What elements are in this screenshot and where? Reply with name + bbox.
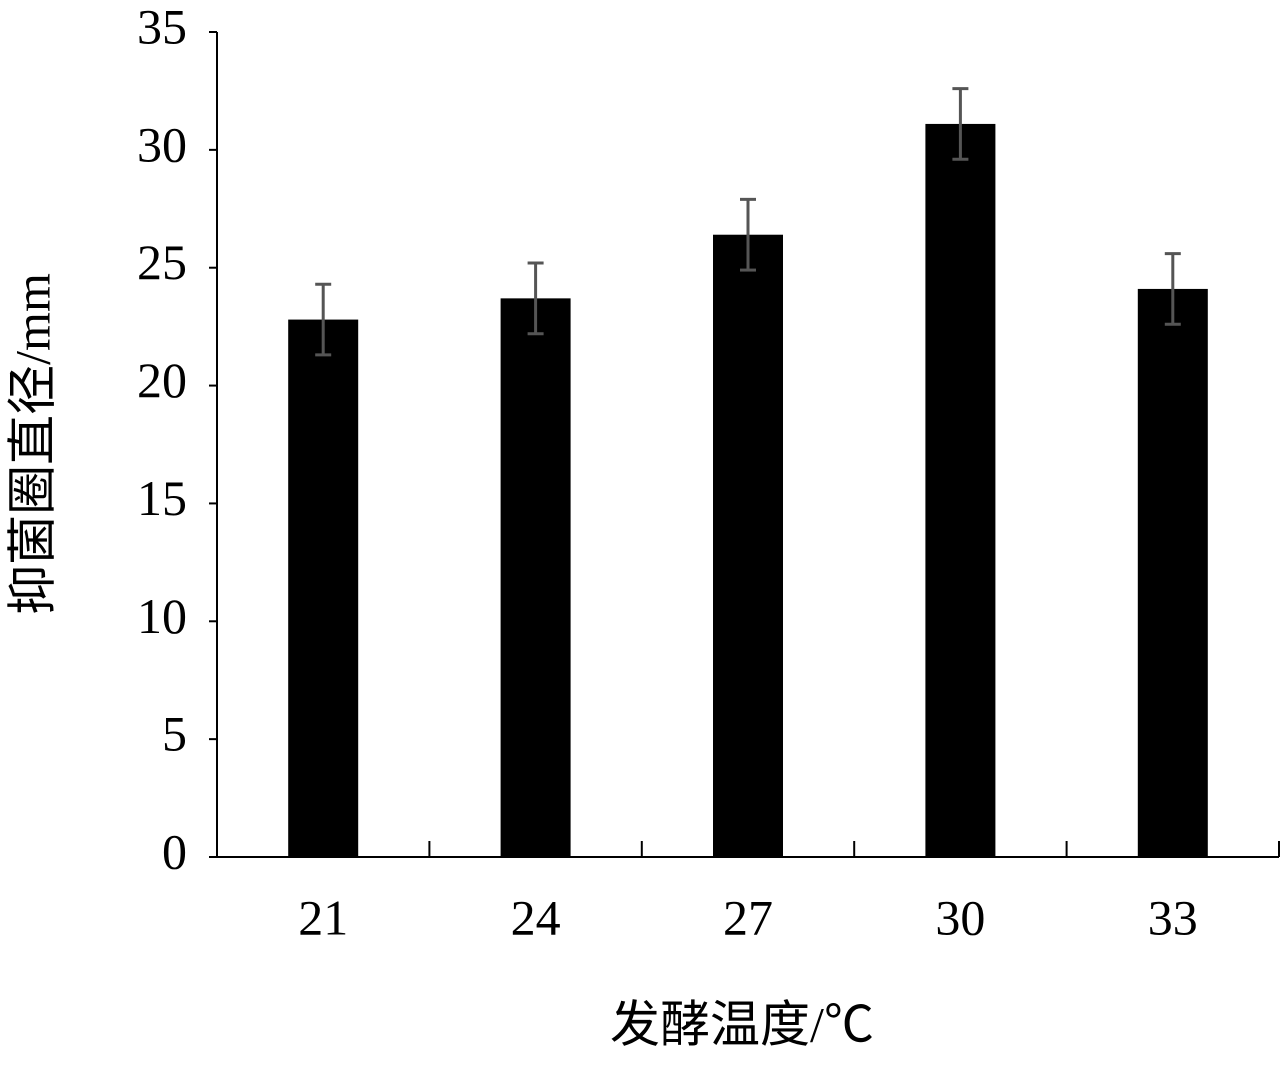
y-tick-label: 35 xyxy=(137,0,187,54)
x-tick-label: 30 xyxy=(935,889,985,945)
bar xyxy=(925,123,996,857)
y-tick-label: 25 xyxy=(137,234,187,290)
bar xyxy=(288,319,359,858)
y-axis-title: 抑菌圈直径/mm xyxy=(4,273,60,615)
bar xyxy=(713,234,783,857)
y-tick-label: 5 xyxy=(162,706,187,762)
x-tick-label: 21 xyxy=(298,889,348,945)
y-tick-label: 15 xyxy=(137,470,187,526)
error-bar xyxy=(315,282,332,357)
bar xyxy=(1137,288,1208,857)
x-tick-label: 27 xyxy=(723,889,773,945)
bar xyxy=(500,298,571,857)
y-tick-label: 30 xyxy=(137,116,187,172)
error-bar xyxy=(527,261,544,336)
x-axis-title: 发酵温度/℃ xyxy=(610,996,874,1052)
error-bar xyxy=(1164,252,1181,326)
y-tick-label: 20 xyxy=(137,352,187,408)
error-bar xyxy=(952,87,969,161)
y-tick-label: 0 xyxy=(162,823,187,879)
x-tick-label: 24 xyxy=(511,889,561,945)
error-bar xyxy=(740,197,756,272)
y-tick-label: 10 xyxy=(137,588,187,644)
x-tick-label: 33 xyxy=(1148,889,1198,945)
